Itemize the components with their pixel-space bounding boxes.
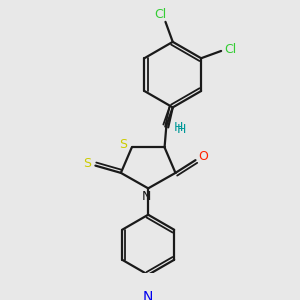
Text: S: S xyxy=(120,138,128,151)
Text: Cl: Cl xyxy=(154,8,166,21)
Text: N: N xyxy=(142,190,151,203)
Text: O: O xyxy=(199,150,208,163)
Text: H: H xyxy=(176,123,186,136)
Text: S: S xyxy=(83,157,91,170)
Text: N: N xyxy=(143,290,153,300)
Text: H: H xyxy=(173,121,183,134)
Text: Cl: Cl xyxy=(224,43,236,56)
